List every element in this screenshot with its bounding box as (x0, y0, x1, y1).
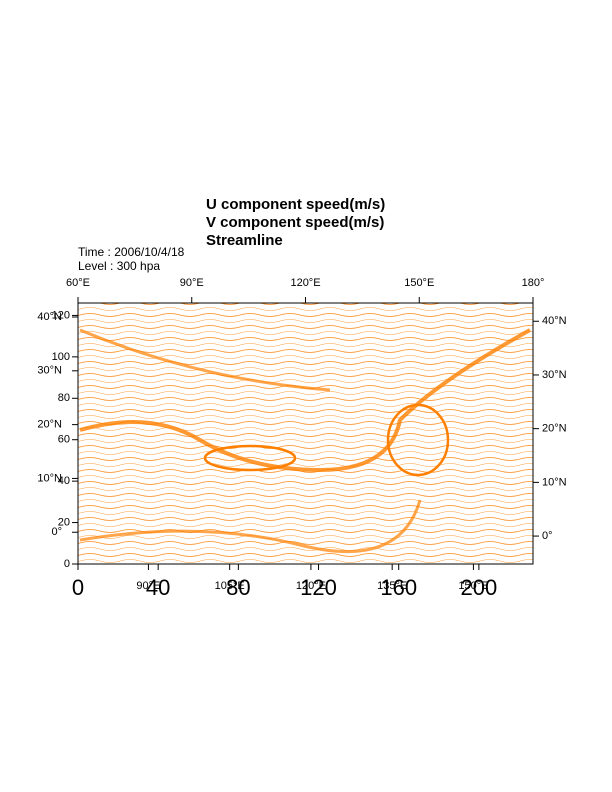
x-tick-label: 135°E (377, 580, 407, 592)
x-tick-label: 160 (380, 575, 417, 600)
x-tick-label: 90°E (180, 277, 204, 289)
y-tick-label: 30°N (542, 369, 567, 381)
x-tick-label: 80 (226, 575, 250, 600)
streamline-vortex (203, 444, 297, 472)
y-tick-label: 60 (58, 434, 70, 446)
y-tick-label: 20 (58, 516, 70, 528)
y-tick-label: 20°N (37, 419, 62, 431)
title-line: V component speed(m/s) (206, 214, 384, 231)
streamline-band (79, 499, 422, 553)
x-tick-label: 150°E (404, 277, 434, 289)
streamline-vortex (386, 403, 450, 477)
x-tick-label: 120°E (296, 580, 326, 592)
x-tick-label: 120 (300, 575, 337, 600)
streamline-band (79, 328, 331, 392)
y-tick-label: 10°N (542, 476, 567, 488)
x-tick-label: 200 (461, 575, 498, 600)
x-tick-label: 0 (72, 575, 84, 600)
title-line: Streamline (206, 232, 283, 249)
y-tick-label: 40°N (37, 311, 62, 323)
y-tick-label: 30°N (37, 365, 62, 377)
y-tick-label: 100 (52, 351, 70, 363)
streamline-band (79, 328, 531, 473)
y-tick-label: 0° (542, 530, 553, 542)
y-tick-label: 0° (51, 526, 62, 538)
y-tick-label: 40 (58, 475, 70, 487)
y-tick-label: 0 (64, 558, 70, 570)
x-tick-label: 180° (522, 277, 545, 289)
y-tick-label: 10°N (37, 472, 62, 484)
x-tick-label: 90°E (136, 580, 160, 592)
x-tick-label: 120°E (290, 277, 320, 289)
annotation: Time : 2006/10/4/18 (78, 245, 185, 259)
streamline-field (78, 303, 533, 564)
y-tick-label: 40°N (542, 315, 567, 327)
x-tick-label: 60°E (66, 277, 90, 289)
x-tick-label: 105°E (215, 580, 245, 592)
y-tick-label: 20°N (542, 423, 567, 435)
annotation: Level : 300 hpa (78, 259, 160, 273)
x-tick-label: 150°E (458, 580, 488, 592)
y-tick-label: 120 (52, 309, 70, 321)
x-tick-label: 40 (146, 575, 170, 600)
y-tick-label: 80 (58, 392, 70, 404)
title-line: U component speed(m/s) (206, 196, 385, 213)
